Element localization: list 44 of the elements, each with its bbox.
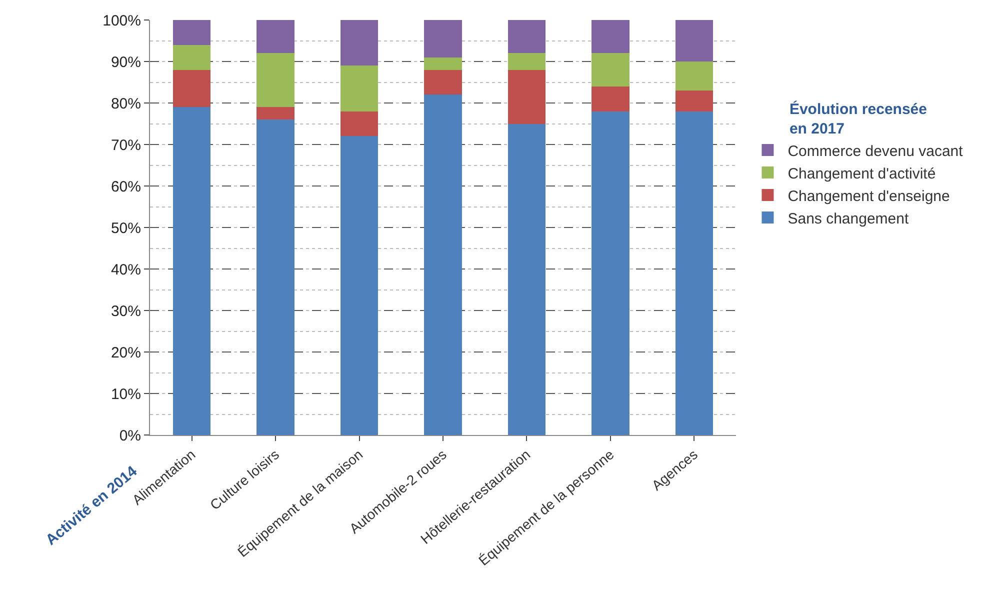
legend-label: Sans changement — [788, 210, 910, 228]
bar — [592, 53, 630, 86]
bar — [675, 62, 713, 91]
bar — [340, 66, 378, 112]
y-tick-label: 90% — [110, 54, 141, 71]
y-tick-label: 20% — [110, 344, 141, 362]
legend-label: Commerce devenu vacant — [788, 142, 964, 160]
bar — [424, 94, 462, 435]
bar — [256, 120, 294, 435]
bar — [424, 57, 462, 70]
bar — [173, 107, 211, 435]
bar — [508, 53, 546, 70]
bar — [675, 111, 713, 435]
bar — [340, 111, 378, 136]
bar — [675, 90, 713, 112]
legend-label: Changement d'activité — [788, 165, 936, 182]
bar — [173, 44, 211, 70]
bar — [675, 20, 713, 62]
y-tick-label: 70% — [110, 136, 141, 154]
y-tick-label: 50% — [110, 220, 141, 237]
bar — [340, 20, 378, 66]
bar — [256, 20, 294, 54]
bar — [173, 20, 211, 45]
bar — [508, 70, 546, 124]
y-tick-label: 80% — [110, 95, 141, 112]
y-tick-label: 30% — [110, 302, 141, 320]
legend-title: Évolution recensée en 2017 — [789, 100, 927, 138]
bar — [424, 20, 462, 58]
bar — [340, 136, 378, 435]
bar — [592, 111, 630, 435]
legend-label: Changement d'enseigne — [788, 188, 950, 205]
bar — [508, 124, 546, 435]
bar — [256, 53, 294, 108]
bar — [592, 86, 630, 112]
y-tick-label: 60% — [110, 178, 141, 196]
y-tick-label: 40% — [110, 261, 141, 278]
bar — [508, 20, 546, 54]
y-tick-label: 0% — [119, 427, 141, 444]
bar — [173, 70, 211, 108]
y-tick-label: 100% — [102, 12, 141, 30]
bar — [256, 107, 294, 120]
bar — [424, 70, 462, 95]
y-tick-label: 10% — [110, 386, 141, 403]
bar — [592, 20, 630, 54]
